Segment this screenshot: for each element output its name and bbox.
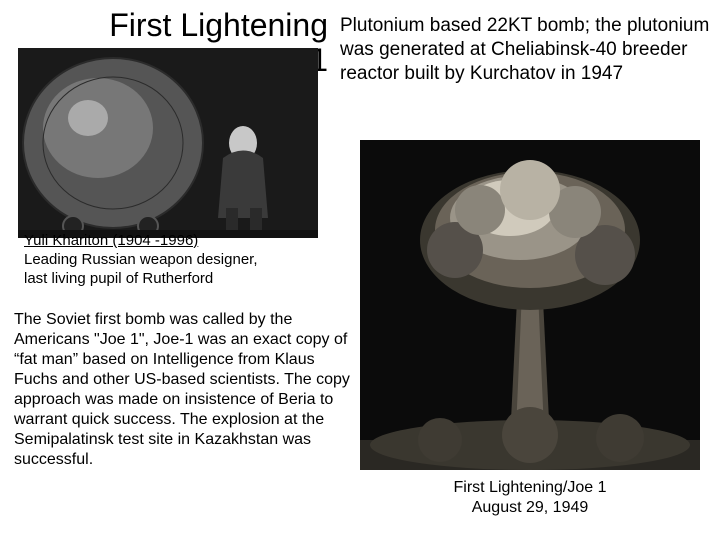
- image-khariton-bomb: [18, 48, 318, 238]
- caption-line-3: last living pupil of Rutherford: [24, 270, 213, 287]
- caption-right-line-2: August 29, 1949: [472, 499, 589, 516]
- image-mushroom-cloud: [360, 140, 700, 470]
- title-line-1: First Lightening: [109, 7, 328, 43]
- top-description: Plutonium based 22KT bomb; the plutonium…: [340, 14, 710, 85]
- caption-explosion: First Lightening/Joe 1 August 29, 1949: [360, 478, 700, 518]
- caption-line-2: Leading Russian weapon designer,: [24, 251, 258, 268]
- caption-khariton: Yuli Khariton (1904 -1996) Leading Russi…: [24, 232, 324, 288]
- body-paragraph: The Soviet first bomb was called by the …: [14, 310, 354, 470]
- slide-container: First Lightening Joe-1 Plutonium based 2…: [0, 0, 720, 540]
- caption-name: Yuli Khariton (1904 -1996): [24, 232, 198, 249]
- caption-right-line-1: First Lightening/Joe 1: [454, 479, 607, 496]
